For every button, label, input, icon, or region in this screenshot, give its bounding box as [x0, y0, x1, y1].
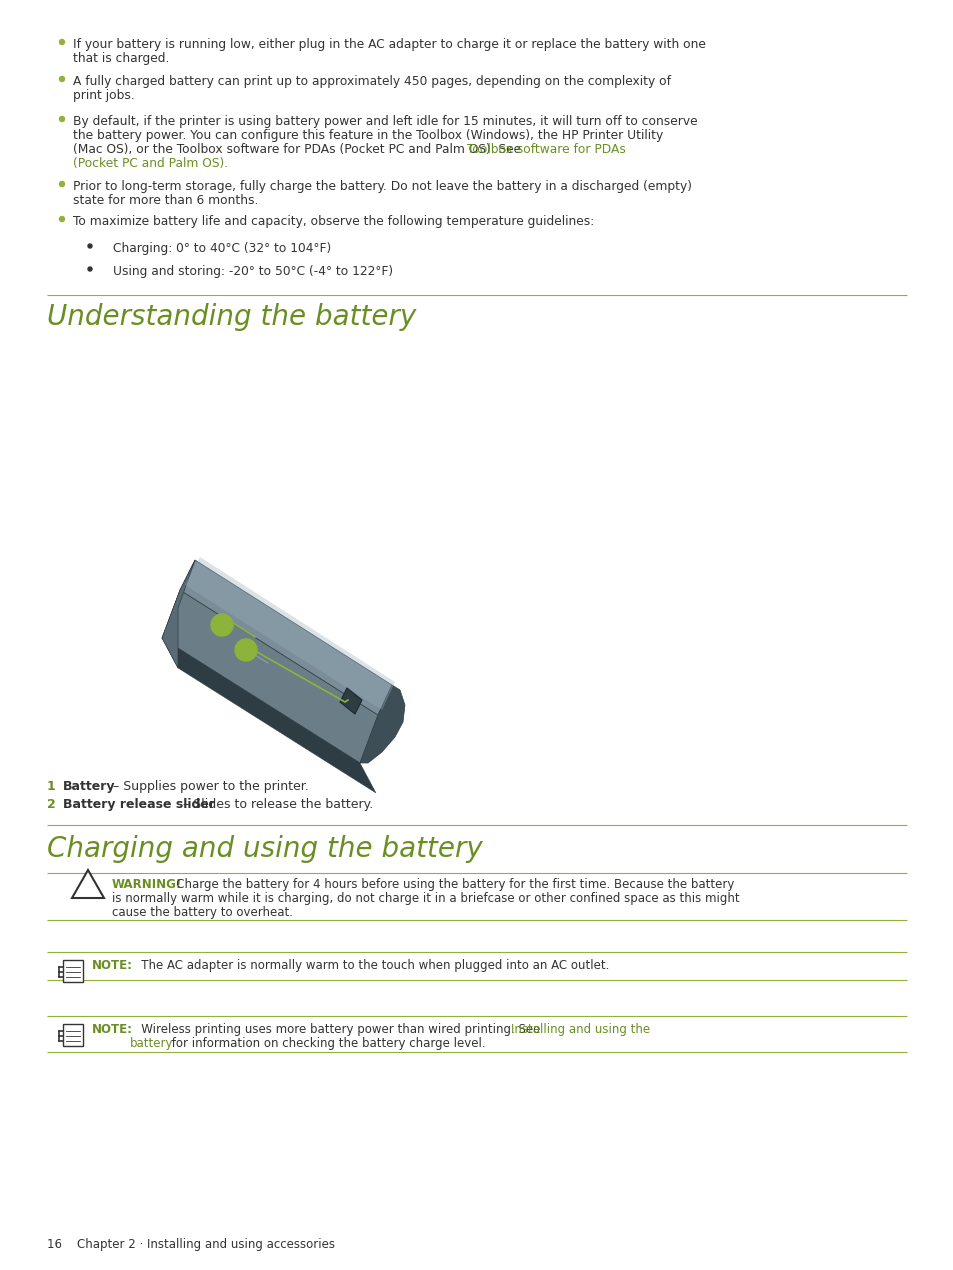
Text: Charging and using the battery: Charging and using the battery: [47, 834, 482, 864]
Text: NOTE:: NOTE:: [91, 959, 132, 972]
Circle shape: [59, 182, 65, 187]
Text: state for more than 6 months.: state for more than 6 months.: [73, 194, 258, 207]
Text: that is charged.: that is charged.: [73, 52, 170, 65]
Circle shape: [88, 244, 91, 248]
Circle shape: [59, 216, 65, 221]
Text: print jobs.: print jobs.: [73, 89, 134, 102]
Text: Wireless printing uses more battery power than wired printing. See: Wireless printing uses more battery powe…: [130, 1024, 543, 1036]
Text: 2: 2: [47, 798, 55, 812]
Text: – Slides to release the battery.: – Slides to release the battery.: [179, 798, 373, 812]
Text: The AC adapter is normally warm to the touch when plugged into an AC outlet.: The AC adapter is normally warm to the t…: [130, 959, 609, 972]
Text: the battery power. You can configure this feature in the Toolbox (Windows), the : the battery power. You can configure thi…: [73, 130, 662, 142]
Text: (Pocket PC and Palm OS).: (Pocket PC and Palm OS).: [73, 157, 228, 170]
Text: Charging: 0° to 40°C (32° to 104°F): Charging: 0° to 40°C (32° to 104°F): [112, 243, 331, 255]
Text: 1: 1: [47, 780, 55, 792]
Polygon shape: [339, 688, 361, 714]
Text: NOTE:: NOTE:: [91, 1024, 132, 1036]
Text: cause the battery to overheat.: cause the battery to overheat.: [112, 906, 293, 919]
Text: Prior to long-term storage, fully charge the battery. Do not leave the battery i: Prior to long-term storage, fully charge…: [73, 180, 691, 193]
Circle shape: [59, 76, 65, 81]
Text: Charge the battery for 4 hours before using the battery for the first time. Beca: Charge the battery for 4 hours before us…: [165, 878, 734, 892]
Polygon shape: [185, 558, 395, 710]
Text: WARNING!: WARNING!: [112, 878, 182, 892]
Polygon shape: [180, 560, 392, 715]
Text: Understanding the battery: Understanding the battery: [47, 304, 416, 331]
Polygon shape: [162, 638, 375, 792]
Text: 1: 1: [218, 618, 226, 629]
Circle shape: [59, 117, 65, 122]
Text: By default, if the printer is using battery power and left idle for 15 minutes, : By default, if the printer is using batt…: [73, 116, 697, 128]
Text: Toolbox software for PDAs: Toolbox software for PDAs: [467, 144, 625, 156]
Polygon shape: [162, 560, 194, 668]
Text: To maximize battery life and capacity, observe the following temperature guideli: To maximize battery life and capacity, o…: [73, 215, 594, 229]
Polygon shape: [359, 685, 405, 763]
Text: A fully charged battery can print up to approximately 450 pages, depending on th: A fully charged battery can print up to …: [73, 75, 670, 88]
Polygon shape: [162, 591, 377, 763]
Text: !: !: [85, 886, 91, 899]
Circle shape: [88, 267, 91, 271]
Polygon shape: [71, 870, 104, 898]
Circle shape: [59, 39, 65, 44]
Text: Battery release slider: Battery release slider: [63, 798, 214, 812]
Text: battery: battery: [130, 1038, 173, 1050]
Circle shape: [234, 639, 256, 660]
Text: Using and storing: -20° to 50°C (-4° to 122°F): Using and storing: -20° to 50°C (-4° to …: [112, 265, 393, 278]
Circle shape: [211, 613, 233, 636]
Text: If your battery is running low, either plug in the AC adapter to charge it or re: If your battery is running low, either p…: [73, 38, 705, 51]
Text: is normally warm while it is charging, do not charge it in a briefcase or other : is normally warm while it is charging, d…: [112, 892, 739, 906]
Text: for information on checking the battery charge level.: for information on checking the battery …: [168, 1038, 485, 1050]
Text: – Supplies power to the printer.: – Supplies power to the printer.: [109, 780, 309, 792]
FancyBboxPatch shape: [63, 1024, 83, 1046]
Text: 2: 2: [242, 644, 250, 654]
Text: Installing and using the: Installing and using the: [511, 1024, 649, 1036]
Text: (Mac OS), or the Toolbox software for PDAs (Pocket PC and Palm OS). See: (Mac OS), or the Toolbox software for PD…: [73, 144, 524, 156]
Text: Battery: Battery: [63, 780, 115, 792]
Text: 16    Chapter 2 · Installing and using accessories: 16 Chapter 2 · Installing and using acce…: [47, 1238, 335, 1251]
FancyBboxPatch shape: [63, 960, 83, 982]
